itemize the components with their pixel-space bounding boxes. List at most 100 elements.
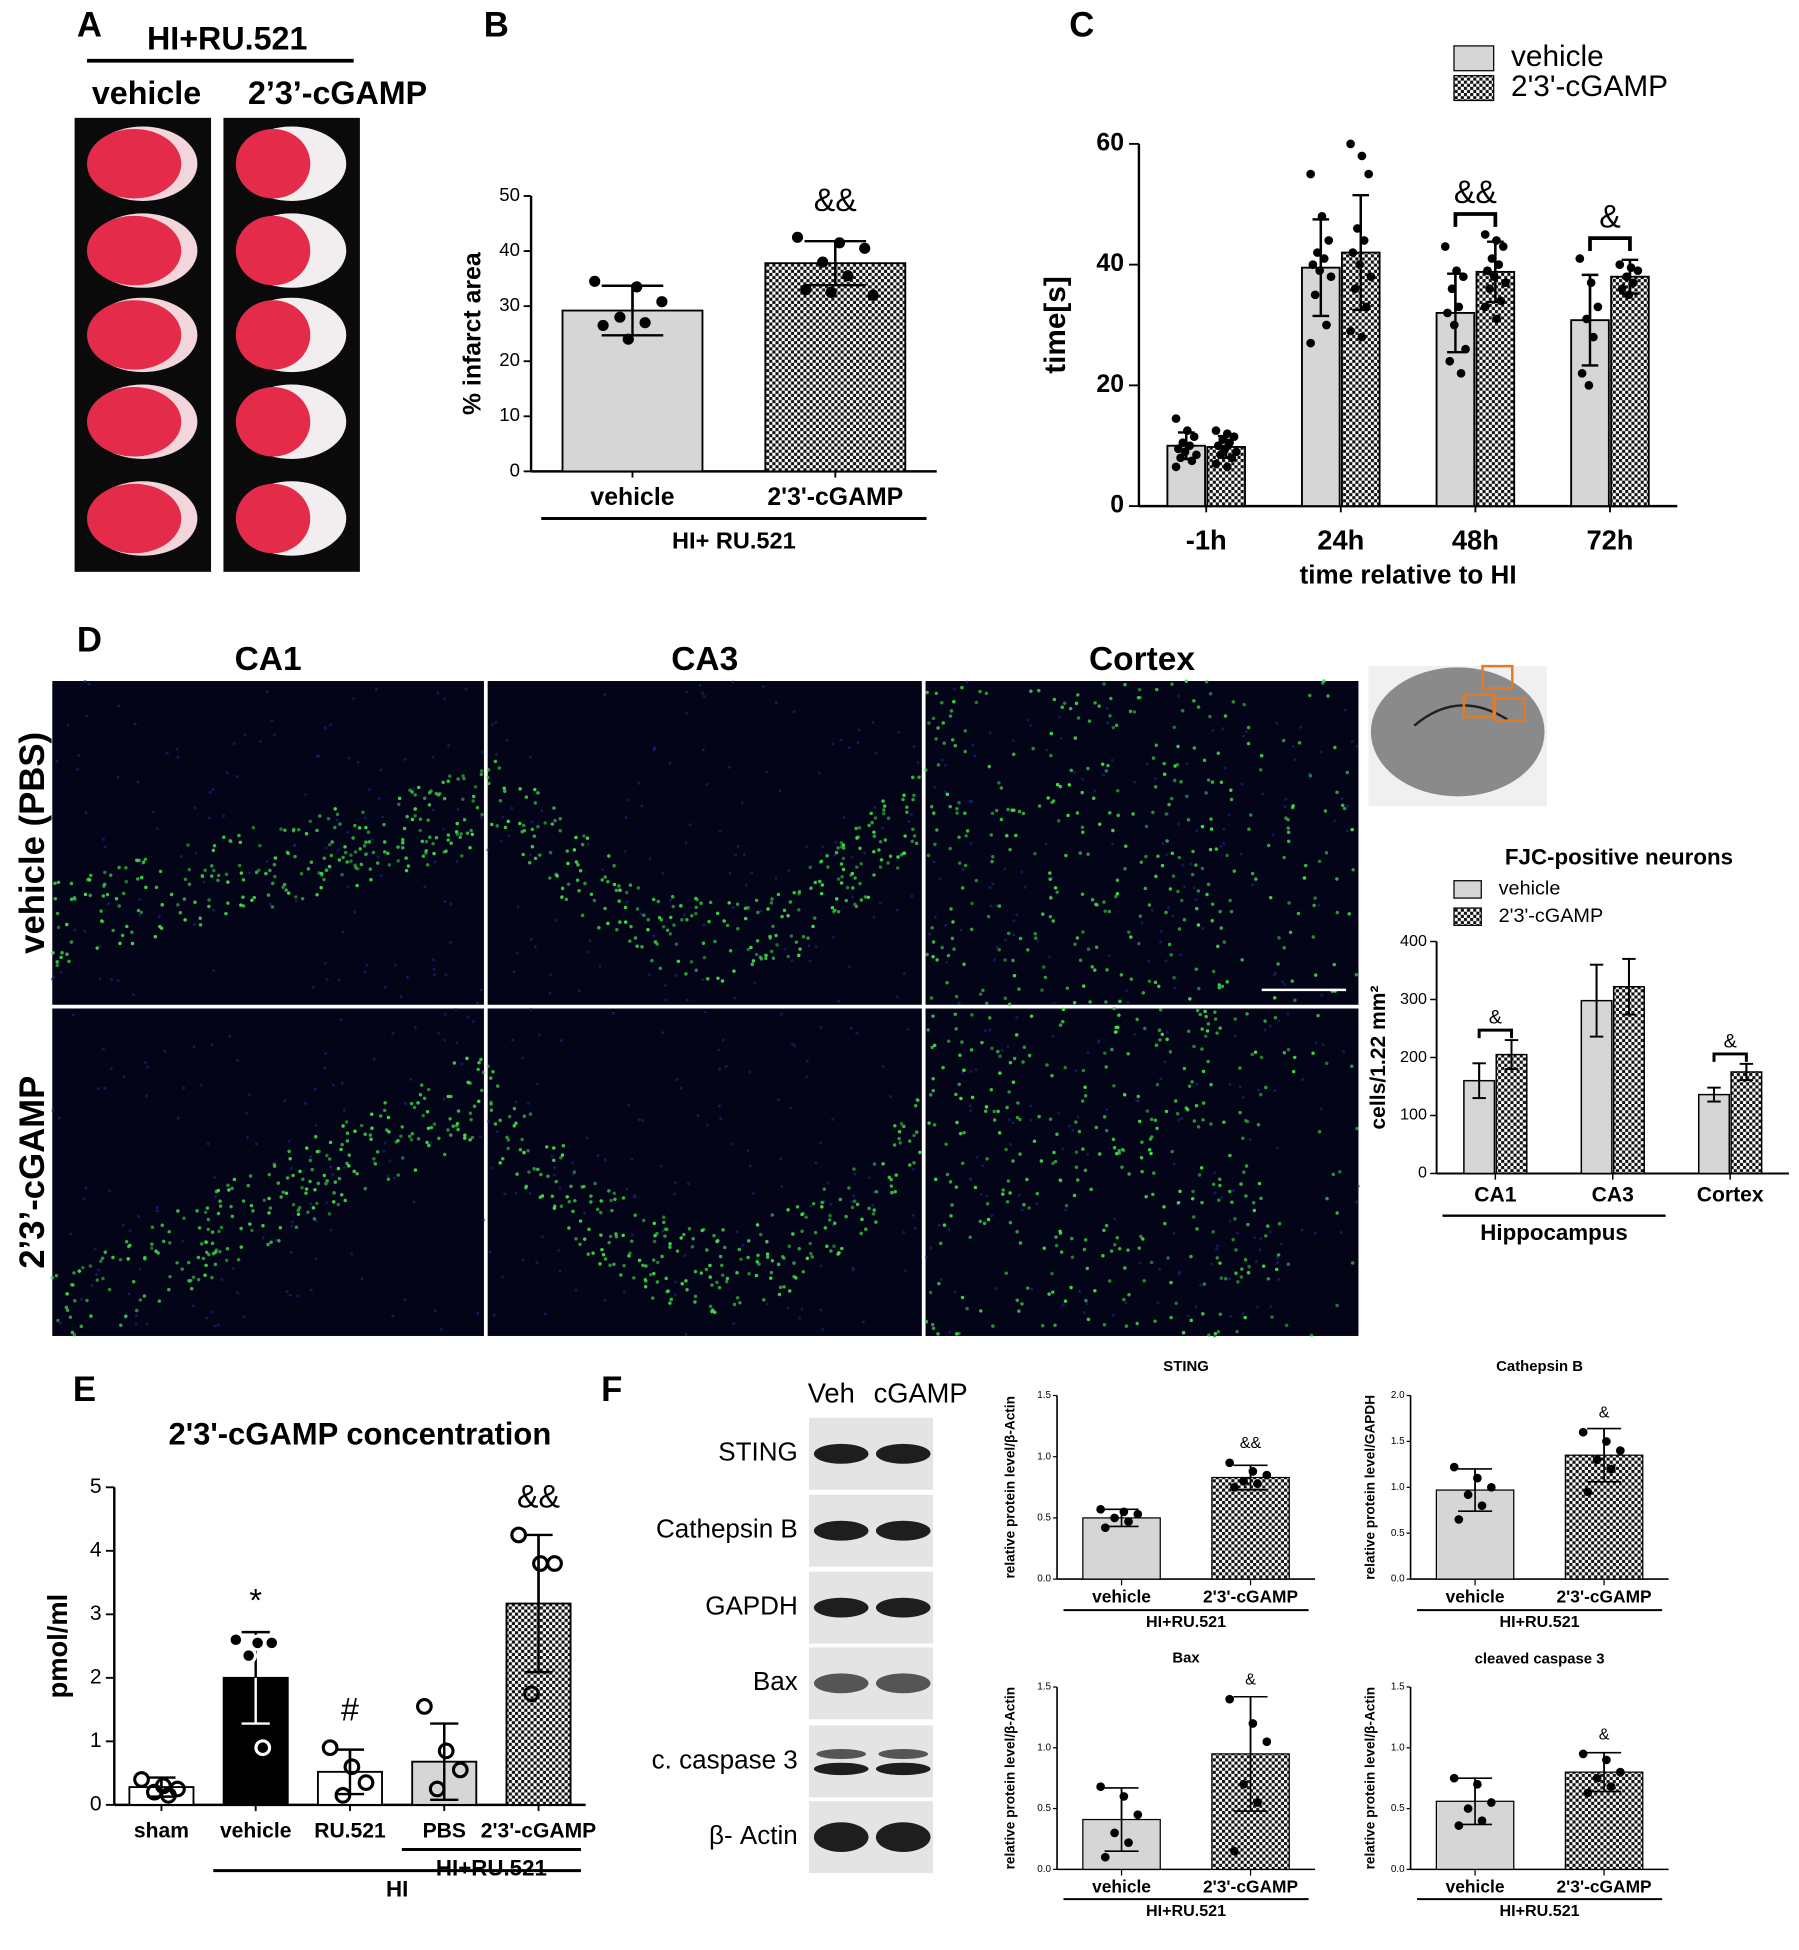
fluorescent-cell bbox=[820, 1200, 824, 1205]
fluorescent-cell bbox=[928, 1290, 933, 1295]
fluorescent-cell bbox=[330, 840, 334, 844]
fluorescent-cell bbox=[778, 1285, 783, 1290]
fluorescent-cell bbox=[872, 1208, 876, 1212]
fluorescent-cell bbox=[1206, 778, 1211, 782]
chart-title: cleaved caspase 3 bbox=[1475, 1652, 1605, 1668]
fluorescent-cell bbox=[324, 868, 329, 872]
fluorescent-cell bbox=[960, 886, 965, 890]
data-point bbox=[1445, 356, 1455, 366]
nucleus bbox=[1180, 1116, 1184, 1120]
fluorescent-cell bbox=[1195, 1008, 1200, 1013]
roi-box bbox=[1493, 697, 1526, 722]
brain-slice-red bbox=[235, 387, 311, 457]
annotation: && bbox=[1454, 174, 1497, 210]
fluorescent-cell bbox=[1254, 877, 1258, 881]
nucleus bbox=[533, 945, 537, 949]
fluorescent-cell bbox=[839, 881, 844, 885]
fluorescent-cell bbox=[1111, 1137, 1116, 1142]
fluorescent-cell bbox=[992, 1109, 996, 1114]
nucleus bbox=[829, 1202, 833, 1206]
fluorescent-cell bbox=[1325, 1196, 1329, 1201]
fluorescent-cell bbox=[651, 1258, 656, 1262]
fluorescent-cell bbox=[1169, 796, 1174, 801]
nucleus bbox=[1097, 1039, 1101, 1043]
fluorescent-cell bbox=[515, 1172, 519, 1176]
fluorescent-cell bbox=[1164, 812, 1168, 816]
nucleus bbox=[897, 731, 901, 735]
fluorescent-cell bbox=[1141, 1237, 1145, 1241]
nucleus bbox=[442, 1097, 446, 1101]
fluorescent-cell bbox=[1034, 936, 1038, 940]
fluorescent-cell bbox=[401, 841, 405, 845]
nucleus bbox=[696, 1114, 700, 1117]
fluorescent-cell bbox=[512, 1124, 516, 1128]
data-point bbox=[817, 256, 829, 268]
nucleus bbox=[1159, 940, 1163, 944]
nucleus bbox=[1126, 1000, 1130, 1004]
fluorescent-cell bbox=[530, 827, 535, 832]
data-point bbox=[1606, 1782, 1616, 1792]
fluorescent-cell bbox=[794, 940, 799, 944]
chart-title: Bax bbox=[1172, 1650, 1200, 1666]
fluorescent-cell bbox=[144, 885, 148, 890]
fluorescent-cell bbox=[1094, 1125, 1099, 1130]
fluorescent-cell bbox=[1014, 833, 1018, 838]
fluorescent-cell bbox=[872, 830, 876, 834]
fluorescent-cell bbox=[397, 802, 401, 807]
nucleus bbox=[294, 899, 298, 903]
fluorescent-cell bbox=[983, 1109, 988, 1114]
nucleus bbox=[780, 1184, 784, 1188]
fluorescent-cell bbox=[1008, 1060, 1013, 1065]
fluorescent-cell bbox=[632, 1276, 636, 1280]
fluorescent-cell bbox=[969, 927, 974, 932]
fluorescent-cell bbox=[627, 1254, 631, 1258]
fluorescent-cell bbox=[1201, 1101, 1206, 1105]
fluorescent-cell bbox=[603, 906, 607, 911]
fluorescent-cell bbox=[268, 1206, 273, 1210]
fluorescent-cell bbox=[72, 896, 77, 900]
fluorescent-cell bbox=[426, 1126, 431, 1131]
blot-band bbox=[813, 1673, 869, 1694]
data-point bbox=[1350, 284, 1360, 294]
y-axis-label: pmol/ml bbox=[42, 1594, 73, 1699]
fluorescent-cell bbox=[449, 1133, 453, 1137]
fluorescent-cell bbox=[567, 1226, 571, 1230]
fluorescent-cell bbox=[746, 947, 750, 952]
nucleus bbox=[1008, 1142, 1012, 1146]
nucleus bbox=[50, 977, 54, 981]
fluorescent-cell bbox=[685, 1288, 689, 1292]
fluorescent-cell bbox=[67, 959, 71, 964]
y-axis-label: time[s] bbox=[1039, 276, 1072, 374]
fluorescent-cell bbox=[424, 851, 428, 855]
fluorescent-cell bbox=[50, 1276, 55, 1280]
nucleus bbox=[313, 1087, 317, 1091]
nucleus bbox=[1177, 822, 1181, 826]
nucleus bbox=[842, 816, 846, 820]
fluorescent-cell bbox=[954, 1027, 958, 1031]
nucleus bbox=[87, 682, 91, 686]
fluorescent-cell bbox=[819, 891, 824, 896]
fluorescent-cell bbox=[1117, 1013, 1121, 1018]
fluorescent-cell bbox=[559, 1204, 564, 1208]
fluorescent-cell bbox=[1129, 977, 1134, 981]
fluorescent-cell bbox=[912, 1161, 916, 1165]
nucleus bbox=[1177, 1118, 1181, 1122]
fluorescent-cell bbox=[1083, 1085, 1087, 1090]
data-point bbox=[1440, 242, 1450, 251]
data-point bbox=[1239, 1476, 1248, 1486]
fluorescent-cell bbox=[931, 1088, 935, 1093]
group-label: HI+RU.521 bbox=[436, 1855, 547, 1880]
fluorescent-cell bbox=[882, 808, 886, 812]
nucleus bbox=[995, 904, 999, 908]
nucleus bbox=[71, 1013, 75, 1017]
data-point bbox=[1133, 1509, 1143, 1519]
fluorescent-cell bbox=[877, 848, 881, 852]
fluorescent-cell bbox=[287, 1149, 291, 1154]
fluorescent-cell bbox=[775, 943, 779, 947]
fluorescent-cell bbox=[1293, 998, 1297, 1003]
fluorescent-cell bbox=[931, 940, 936, 944]
nucleus bbox=[363, 816, 367, 820]
fluorescent-cell bbox=[119, 1323, 123, 1328]
nucleus bbox=[66, 723, 70, 727]
nucleus bbox=[881, 1064, 885, 1068]
